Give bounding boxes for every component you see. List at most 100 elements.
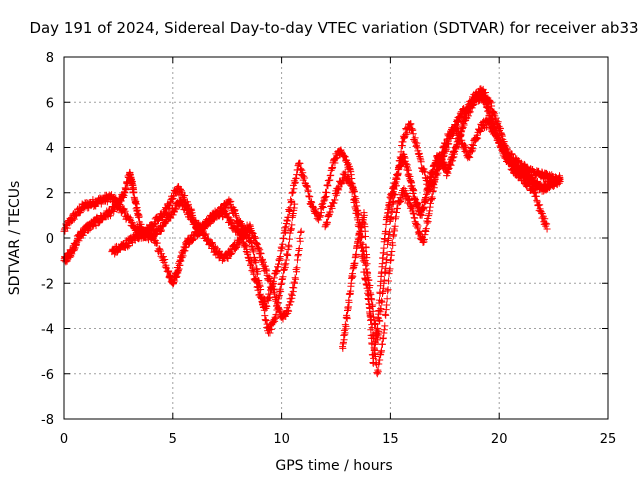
data-point	[181, 192, 189, 200]
data-point	[252, 259, 260, 267]
data-point	[284, 251, 292, 259]
data-point	[372, 336, 380, 344]
data-point	[75, 237, 83, 245]
data-point	[161, 256, 169, 264]
series-track-a	[60, 159, 303, 313]
data-point	[256, 246, 264, 254]
data-point	[386, 200, 394, 208]
data-point	[394, 169, 402, 177]
data-point	[297, 227, 305, 235]
data-point	[299, 169, 307, 177]
data-point	[286, 235, 294, 243]
data-point	[254, 268, 262, 276]
x-tick-label: 10	[273, 432, 290, 447]
data-point	[459, 125, 467, 133]
data-point	[63, 257, 71, 265]
data-point	[279, 273, 287, 281]
data-point	[250, 248, 258, 256]
data-point	[288, 291, 296, 299]
data-point	[349, 186, 357, 194]
data-point	[262, 317, 270, 325]
data-point	[417, 158, 425, 166]
axis-ticks: 0 5 10 15 20 25 -8 -6 -4 -2 0 2 4 6 8	[41, 51, 616, 447]
data-point	[272, 311, 280, 319]
data-point	[132, 200, 140, 208]
x-tick-label: 25	[600, 432, 617, 447]
data-point	[391, 222, 399, 230]
series-track-b	[60, 168, 299, 337]
data-point	[390, 231, 398, 239]
data-point	[165, 267, 173, 275]
data-point	[383, 295, 391, 303]
data-point	[363, 260, 371, 268]
y-tick-label: -8	[41, 413, 54, 428]
data-point	[257, 250, 265, 258]
data-point	[359, 257, 367, 265]
data-point	[429, 187, 437, 195]
data-point	[352, 251, 360, 259]
y-tick-label: 2	[46, 187, 54, 202]
data-point	[340, 336, 348, 344]
data-point	[365, 292, 373, 300]
series-track-f	[339, 88, 564, 367]
data-point	[466, 153, 474, 161]
data-point	[374, 324, 382, 332]
data-point	[296, 237, 304, 245]
data-point	[360, 211, 368, 219]
data-point	[159, 253, 167, 261]
data-point	[272, 294, 280, 302]
data-point	[153, 239, 161, 247]
data-point	[418, 211, 426, 219]
data-point	[266, 329, 274, 337]
data-point	[543, 225, 551, 233]
data-point	[422, 197, 430, 205]
data-point	[349, 272, 357, 280]
y-tick-label: 6	[46, 96, 54, 111]
data-point	[124, 243, 132, 251]
series-track-c	[108, 183, 305, 323]
data-point	[224, 255, 232, 263]
data-point	[416, 227, 424, 235]
data-point	[386, 265, 394, 273]
data-point	[291, 200, 299, 208]
data-point	[556, 175, 564, 183]
x-tick-label: 20	[491, 432, 508, 447]
x-tick-label: 15	[382, 432, 399, 447]
data-point	[428, 195, 436, 203]
data-point	[378, 347, 386, 355]
data-point	[380, 276, 388, 284]
data-point	[371, 339, 379, 347]
data-point	[365, 300, 373, 308]
data-point	[342, 322, 350, 330]
x-tick-label: 5	[169, 432, 177, 447]
y-tick-label: -4	[41, 323, 54, 338]
data-point	[485, 105, 493, 113]
data-point	[266, 277, 274, 285]
data-point	[422, 225, 430, 233]
data-point	[295, 245, 303, 253]
data-point	[382, 228, 390, 236]
data-point	[345, 298, 353, 306]
data-point	[369, 351, 377, 359]
data-point	[293, 264, 301, 272]
data-point	[388, 247, 396, 255]
data-point	[523, 168, 531, 176]
data-point	[333, 154, 341, 162]
data-point	[343, 315, 351, 323]
data-point	[389, 241, 397, 249]
data-point	[385, 277, 393, 285]
y-tick-label: -2	[41, 277, 54, 292]
data-point	[323, 189, 331, 197]
data-point	[390, 185, 398, 193]
data-point	[289, 188, 297, 196]
data-point	[331, 196, 339, 204]
data-point	[362, 244, 370, 252]
data-point	[364, 274, 372, 282]
data-point	[389, 190, 397, 198]
data-point	[468, 141, 476, 149]
data-point	[388, 191, 396, 199]
data-point	[125, 242, 133, 250]
data-point	[277, 288, 285, 296]
data-point	[384, 209, 392, 217]
data-point	[287, 298, 295, 306]
